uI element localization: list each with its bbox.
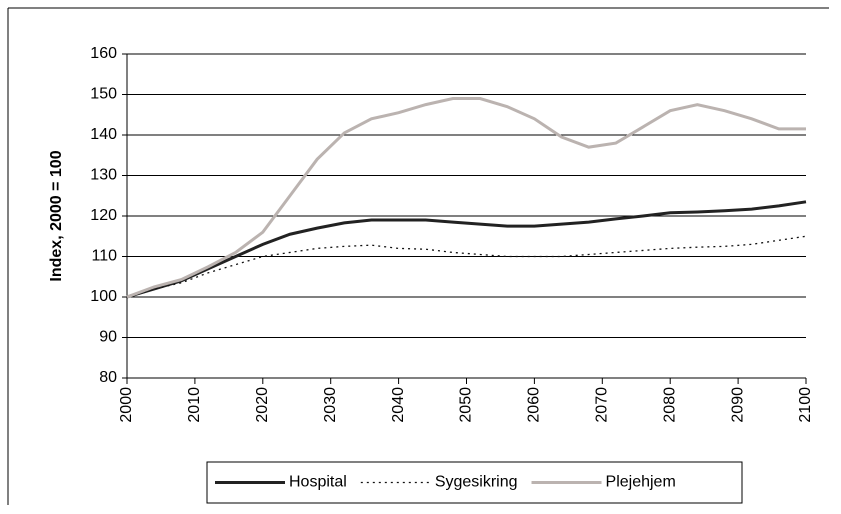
series-line — [126, 200, 807, 299]
y-tick-label: 110 — [91, 248, 117, 265]
x-tick-label: 2000 — [118, 387, 135, 423]
y-tick-label: 120 — [90, 207, 117, 224]
legend-label: Plejehjem — [606, 474, 676, 491]
series-line — [126, 235, 807, 298]
y-axis-label: Index, 2000 = 100 — [48, 150, 65, 281]
y-tick-label: 160 — [90, 45, 117, 62]
x-tick-label: 2060 — [526, 387, 543, 423]
x-tick-label: 2030 — [322, 387, 339, 423]
x-tick-label: 2100 — [797, 387, 814, 423]
legend-label: Hospital — [289, 474, 347, 491]
x-tick-label: 2020 — [254, 387, 271, 423]
y-tick-label: 100 — [90, 288, 117, 305]
series-line — [126, 97, 806, 299]
y-tick-label: 150 — [90, 86, 117, 103]
x-tick-label: 2070 — [594, 387, 611, 423]
x-tick-label: 2050 — [458, 387, 475, 423]
x-tick-label: 2090 — [729, 387, 746, 423]
y-tick-label: 90 — [99, 329, 117, 346]
x-tick-label: 2080 — [661, 387, 678, 423]
legend-box — [206, 461, 743, 504]
y-tick-label: 140 — [90, 126, 117, 143]
x-tick-label: 2010 — [186, 387, 203, 423]
y-tick-label: 80 — [99, 369, 117, 386]
x-tick-label: 2040 — [390, 387, 407, 423]
y-tick-label: 130 — [90, 167, 117, 184]
legend-label: Sygesikring — [435, 474, 518, 491]
